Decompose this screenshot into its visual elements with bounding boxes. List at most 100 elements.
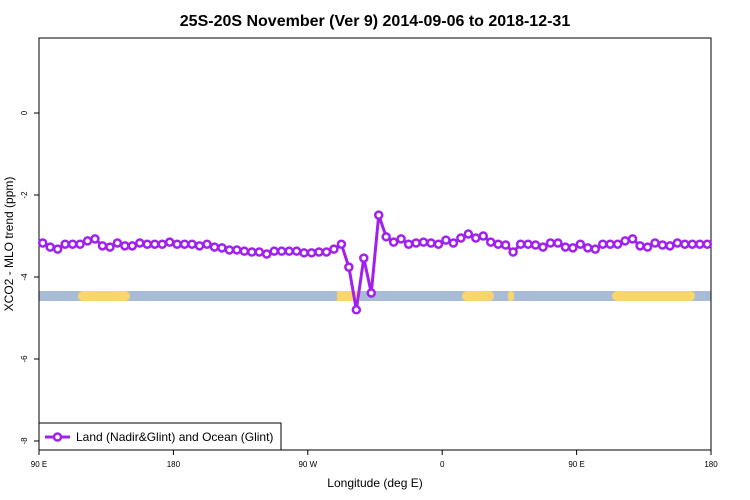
data-point: [396, 234, 406, 244]
data-point: [299, 248, 309, 258]
data-point: [388, 237, 399, 247]
land-band: [78, 291, 130, 301]
data-point: [583, 243, 593, 253]
data-point: [575, 239, 586, 249]
data-point: [329, 244, 339, 254]
data-point: [605, 239, 615, 249]
legend-label: Land (Nadir&Glint) and Ocean (Glint): [76, 430, 273, 444]
data-point: [97, 241, 108, 251]
data-point: [336, 239, 347, 249]
x-tick-label: 180: [704, 460, 718, 469]
data-point: [560, 242, 571, 252]
data-point: [665, 241, 675, 251]
data-point: [269, 246, 279, 256]
data-point: [635, 241, 645, 251]
data-point: [403, 239, 414, 249]
ocean-band: [39, 291, 711, 301]
data-point: [463, 229, 474, 239]
data-point: [149, 239, 160, 249]
data-point: [194, 241, 205, 251]
legend-marker: [52, 432, 63, 442]
data-point: [52, 244, 63, 254]
x-axis-title: Longitude (deg E): [327, 476, 422, 490]
data-point: [291, 246, 302, 256]
data-point: [366, 288, 377, 298]
data-point: [590, 244, 601, 254]
data-point: [426, 238, 436, 248]
data-point: [530, 240, 541, 250]
data-point: [597, 239, 608, 249]
y-tick-label: -8: [20, 437, 29, 445]
data-point: [344, 262, 354, 272]
data-point: [478, 231, 489, 241]
data-point: [247, 247, 257, 257]
data-point: [254, 247, 265, 257]
data-point: [456, 233, 466, 243]
data-point: [687, 239, 698, 249]
data-point: [351, 305, 362, 315]
data-point: [493, 239, 503, 249]
data-point: [90, 234, 100, 244]
data-point: [172, 239, 182, 249]
data-point: [500, 240, 511, 250]
data-point: [135, 238, 145, 248]
data-point: [45, 242, 55, 252]
data-point: [568, 243, 578, 253]
data-point: [321, 247, 332, 257]
data-point: [627, 234, 638, 244]
data-point: [418, 237, 429, 247]
data-point: [314, 247, 324, 257]
data-point: [441, 235, 451, 245]
data-point: [232, 245, 242, 255]
x-tick-label: 90 E: [568, 460, 584, 469]
legend-box: [38, 422, 282, 451]
land-band: [508, 291, 514, 301]
data-point: [485, 237, 496, 247]
data-point: [224, 245, 235, 255]
y-tick-label: -6: [20, 355, 29, 363]
data-point: [127, 241, 138, 251]
data-point: [164, 237, 175, 247]
data-point: [82, 236, 93, 246]
data-point: [202, 239, 212, 249]
data-point: [612, 239, 623, 249]
data-point: [538, 242, 548, 252]
y-tick-label: 0: [20, 110, 29, 115]
data-point: [120, 241, 130, 251]
x-tick-label: 0: [440, 460, 445, 469]
y-axis-title: XCO2 - MLO trend (ppm): [2, 177, 16, 312]
data-point: [373, 210, 384, 220]
chart-title: 25S-20S November (Ver 9) 2014-09-06 to 2…: [180, 13, 571, 30]
data-point: [209, 242, 220, 252]
data-point: [672, 238, 683, 248]
data-point: [217, 243, 227, 253]
data-point: [157, 239, 167, 249]
data-point: [261, 249, 272, 259]
data-point: [284, 246, 294, 256]
surface-band: [39, 291, 711, 301]
data-point: [37, 238, 48, 248]
data-point: [359, 253, 369, 263]
data-point: [411, 238, 421, 248]
x-tick-label: 90 W: [298, 460, 317, 469]
data-point: [448, 238, 459, 248]
data-point: [523, 239, 533, 249]
data-point: [553, 238, 563, 248]
y-tick-label: -4: [20, 273, 29, 281]
land-band: [612, 291, 695, 301]
data-point: [187, 239, 197, 249]
data-point: [680, 239, 690, 249]
data-point: [105, 242, 115, 252]
data-point: [239, 246, 250, 256]
data-point: [306, 248, 317, 258]
data-point: [545, 238, 556, 248]
land-band: [462, 291, 494, 301]
data-point: [508, 247, 518, 257]
data-point: [142, 239, 153, 249]
data-point: [67, 239, 78, 249]
data-point: [276, 246, 287, 256]
data-point: [620, 236, 630, 246]
data-point: [179, 239, 190, 249]
data-point: [695, 239, 705, 249]
